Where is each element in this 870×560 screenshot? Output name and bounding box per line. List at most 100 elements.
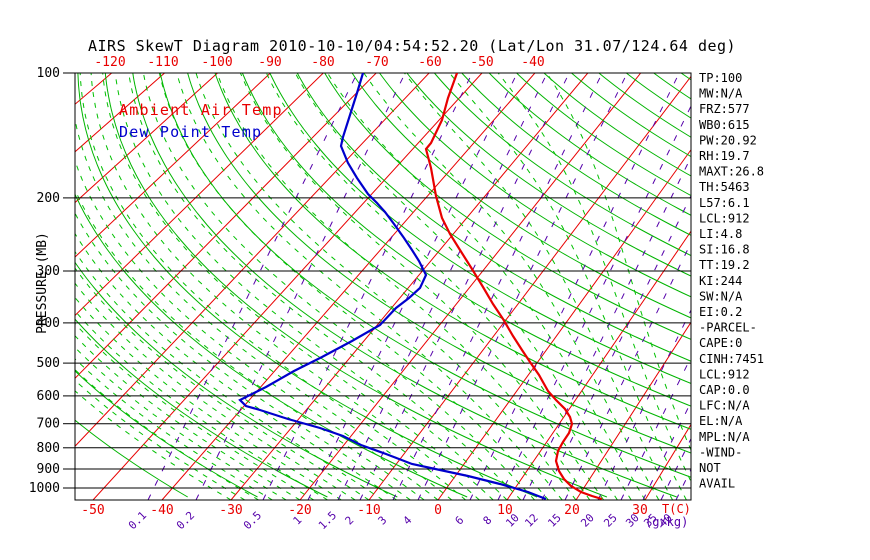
moist-adiabat-lines-line: [404, 73, 674, 500]
stat-line: AVAIL: [699, 477, 735, 491]
pressure-gridlines: [63, 72, 691, 489]
bottom-temp-tick-label: -10: [357, 503, 380, 518]
pressure-axis-title: PRESSURE (MB): [35, 232, 50, 334]
mixing-ratio-lines-line: [417, 73, 628, 500]
stat-line: MW:N/A: [699, 87, 743, 101]
isotherm-lines-line: [92, 73, 483, 500]
mixing-ratio-lines-line: [337, 73, 548, 500]
stat-line: CAPE:0: [699, 336, 742, 350]
pressure-tick-label: 400: [37, 316, 60, 331]
dry-adiabat-lines-line: [75, 318, 328, 498]
dry-adiabat-lines-line: [77, 73, 538, 498]
stat-line: EL:N/A: [699, 414, 743, 428]
mixing-ratio-tick-label: 25: [601, 511, 620, 530]
isotherm-lines-line: [75, 73, 324, 317]
pressure-axis-labels: 100 200 300 400 500 600 700 800 900 1000: [29, 66, 60, 496]
moist-adiabat-lines-line: [265, 73, 618, 500]
mixing-ratio-tick-label: 20: [578, 511, 597, 530]
dry-adiabat-lines: [75, 73, 691, 498]
pressure-tick-label: 300: [37, 264, 60, 279]
isotherm-lines-line: [437, 148, 691, 500]
dry-adiabat-lines-line: [269, 73, 691, 385]
top-temp-tick-label: -80: [311, 55, 334, 70]
moist-adiabat-lines-line: [327, 73, 646, 500]
moist-adiabat-lines-line: [142, 73, 535, 500]
dry-adiabat-lines-line: [571, 73, 691, 158]
moist-adiabat-lines-line: [75, 212, 411, 500]
dry-adiabat-lines-line: [516, 73, 691, 197]
isotherm-lines-line: [575, 321, 691, 500]
plot-border: [74, 72, 692, 501]
isotherm-lines-line: [75, 73, 165, 153]
moist-adiabat-lines-line: [75, 159, 439, 500]
moist-adiabat-lines-line: [75, 358, 273, 500]
mixing-ratio-tick-label: 6: [453, 514, 467, 528]
stat-line: CAP:0.0: [699, 383, 750, 397]
stat-line: PW:20.92: [699, 133, 757, 147]
pressure-tick-label: 800: [37, 441, 60, 456]
chart-title: AIRS SkewT Diagram 2010-10-10/04:54:52.2…: [88, 37, 736, 55]
mixing-ratio-lines-line: [497, 104, 691, 500]
stat-line: MAXT:26.8: [699, 165, 764, 179]
stat-line: LCL:912: [699, 211, 750, 225]
moist-adiabat-lines-line: [546, 73, 691, 452]
mixing-ratio-lines-line: [359, 73, 570, 500]
stat-line: SW:N/A: [699, 289, 743, 303]
moist-adiabat-lines-line: [449, 73, 687, 500]
top-temp-tick-label: -50: [470, 55, 493, 70]
moist-adiabat-lines-line: [75, 267, 370, 500]
bottom-temp-tick-label: -20: [288, 503, 311, 518]
pressure-tick-label: 700: [37, 417, 60, 432]
moist-adiabat-lines-line: [75, 310, 328, 500]
isotherm-lines-line: [299, 73, 642, 500]
moist-adiabat-lines-line: [176, 73, 563, 500]
moist-adiabat-lines-line: [75, 296, 342, 500]
moist-adiabat-lines-line: [75, 117, 453, 500]
stat-line: TH:5463: [699, 180, 750, 194]
stat-line: RH:19.7: [699, 149, 750, 163]
moist-adiabat-lines-line: [75, 322, 315, 500]
temp-unit-label: T(C): [662, 502, 691, 516]
legend-dew-point-temp: Dew Point Temp: [119, 123, 262, 141]
mixing-ratio-tick-label: 3: [376, 514, 390, 528]
top-temp-tick-label: -110: [147, 55, 178, 70]
dry-adiabat-lines-line: [543, 73, 691, 177]
isotherm-lines: [75, 73, 691, 500]
dry-adiabat-lines-line: [434, 73, 691, 257]
dry-adiabat-lines-line: [75, 370, 258, 498]
dry-adiabat-lines-line: [324, 73, 691, 340]
bottom-temp-tick-label: 30: [632, 503, 648, 518]
stat-line: -WIND-: [699, 445, 742, 459]
moist-adiabat-lines-line: [216, 73, 591, 500]
top-temperature-axis-labels: -120 -110 -100 -90 -80 -70 -60 -50 -40: [94, 55, 544, 70]
bottom-temp-tick-label: 10: [497, 503, 513, 518]
moist-adiabat-lines: [75, 73, 691, 500]
mixing-ratio-lines-line: [660, 437, 691, 500]
top-temp-tick-label: -70: [365, 55, 388, 70]
dry-adiabat-lines-line: [379, 73, 691, 298]
stat-line: SI:16.8: [699, 243, 750, 257]
dry-adiabat-lines-line: [214, 73, 691, 430]
moist-adiabat-lines-line: [114, 73, 508, 500]
moist-adiabat-lines-line: [239, 73, 605, 500]
mixing-ratio-tick-label: 0.5: [241, 509, 264, 532]
mixing-ratio-tick-label: 2: [343, 514, 357, 528]
pressure-tick-label: 900: [37, 462, 60, 477]
stat-line: LI:4.8: [699, 227, 742, 241]
mixing-ratio-tick-label: 0.2: [174, 509, 197, 532]
mixing-ratio-lines-line: [392, 73, 603, 500]
top-temp-tick-label: -60: [418, 55, 441, 70]
mixing-ratio-tick-label: 12: [522, 511, 541, 530]
dry-adiabat-lines-line: [75, 419, 188, 498]
moist-adiabat-lines-line: [75, 250, 384, 500]
mixing-ratio-tick-label: 4: [401, 513, 415, 527]
dry-adiabat-lines-line: [406, 73, 691, 277]
dry-adiabat-lines-line: [296, 73, 691, 362]
moist-adiabat-lines-line: [75, 335, 301, 500]
bottom-temp-tick-label: -40: [150, 503, 173, 518]
pressure-tick-label: 100: [37, 66, 60, 81]
legend-ambient-air-temp: Ambient Air Temp: [119, 101, 283, 119]
